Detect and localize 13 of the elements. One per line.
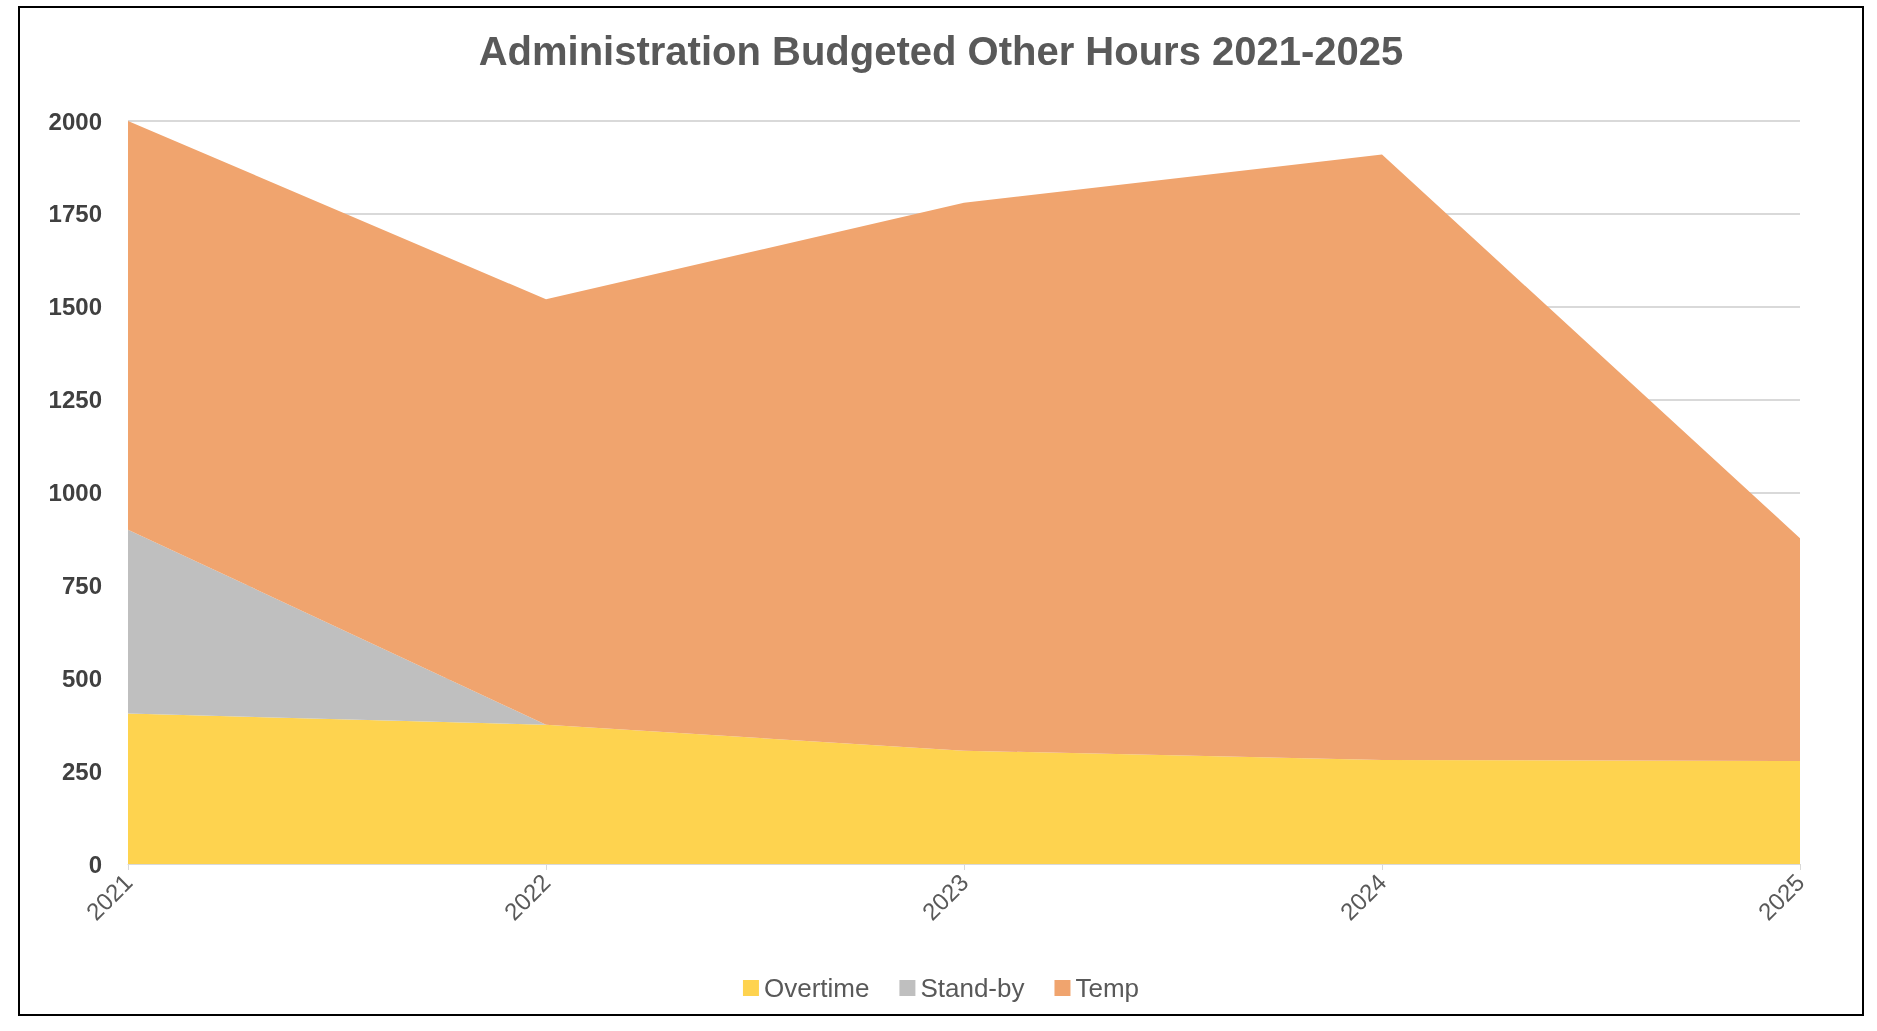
y-tick-label: 750	[61, 571, 102, 599]
legend-label: Overtime	[763, 973, 870, 1003]
legend-label: Temp	[1075, 973, 1140, 1003]
chart-title: Administration Budgeted Other Hours 2021-2025	[478, 29, 1404, 73]
y-tick-label: 0	[88, 850, 102, 878]
y-tick-label: 1000	[48, 479, 102, 506]
y-tick-label: 1250	[48, 386, 102, 414]
y-tick-label: 1500	[48, 293, 102, 321]
y-tick-label: 1750	[48, 200, 102, 228]
y-tick-label: 2000	[48, 107, 102, 135]
legend-label: Stand-by	[920, 973, 1025, 1003]
y-tick-label: 500	[61, 664, 102, 692]
y-tick-label: 250	[61, 757, 102, 785]
